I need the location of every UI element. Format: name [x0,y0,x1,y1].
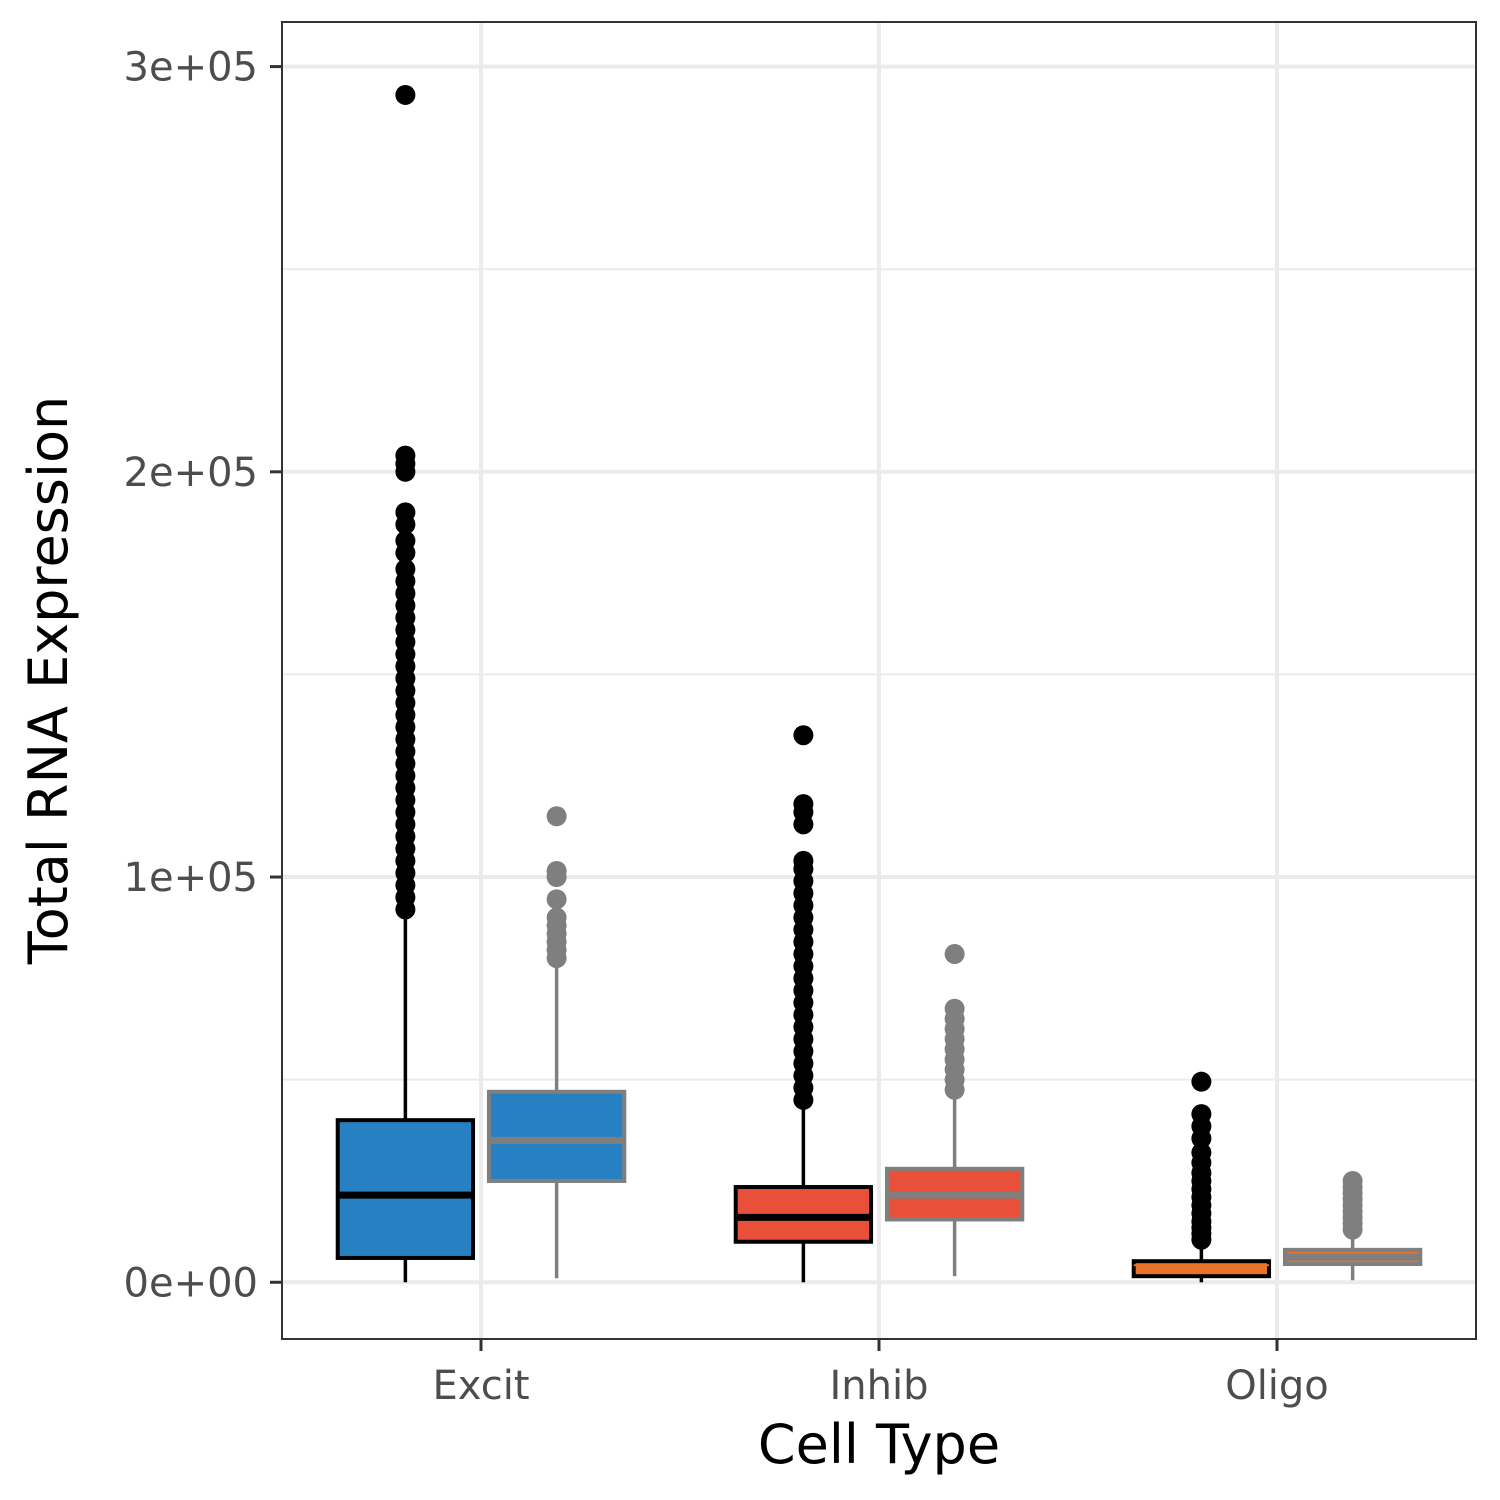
y-tick-label: 2e+05 [124,450,258,496]
outlier-point [944,1079,965,1100]
outlier-point [395,542,416,563]
outlier-point [395,899,416,920]
box-body [335,1118,476,1260]
outlier-point [546,867,567,888]
grid-lines [282,22,1476,1339]
box-oligo-primary [1131,1071,1272,1283]
box-body [1131,1259,1272,1279]
outlier-point [395,84,416,105]
box-excit-primary [335,84,476,1283]
axis-layer: 0e+00 1e+05 2e+05 3e+05 Excit Inhib Oligo [124,45,1329,1409]
outlier-point [1342,1219,1363,1240]
outlier-point [395,514,416,535]
y-axis-title: Total RNA Expression [17,396,80,965]
x-tick-label: Excit [432,1363,529,1409]
outlier-point [944,944,965,965]
outlier-point [395,461,416,482]
y-tick-label: 0e+00 [124,1260,258,1306]
y-tick-label: 1e+05 [124,855,258,901]
outlier-point [1191,1229,1212,1250]
y-tick-label: 3e+05 [124,45,258,91]
x-axis-title: Cell Type [758,1413,1000,1476]
box-excit-secondary [486,806,627,1279]
outlier-point [793,725,814,746]
outlier-point [1191,1128,1212,1149]
box-body [486,1089,627,1183]
outlier-point [546,889,567,910]
x-tick-label: Oligo [1225,1363,1329,1409]
box-oligo-secondary [1282,1170,1423,1281]
outlier-point [546,806,567,827]
outlier-point [793,1089,814,1110]
outlier-point [1191,1071,1212,1092]
outlier-point [793,814,814,835]
outlier-point [546,948,567,969]
box-inhib-primary [733,725,874,1283]
box-inhib-secondary [884,944,1025,1277]
x-tick-label: Inhib [829,1363,928,1409]
data-layer [335,84,1423,1283]
